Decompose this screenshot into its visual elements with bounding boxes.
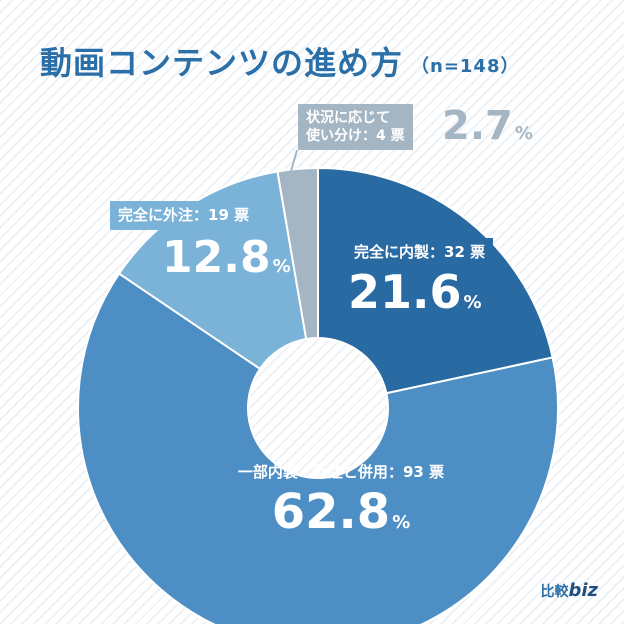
slice-label-mixed: 一部内製・外注と併用：93 票 62.8% bbox=[210, 462, 472, 536]
slice-percent-inhouse-value: 21.6 bbox=[348, 264, 462, 319]
chart-title: 動画コンテンツの進め方 （n=148） bbox=[40, 38, 520, 84]
pie-slice-outsource bbox=[117, 170, 308, 371]
slice-percent-outsource: 12.8% bbox=[162, 235, 291, 280]
pie-slice-inhouse bbox=[317, 166, 554, 395]
slice-label-inhouse-count-unit: 票 bbox=[470, 243, 486, 261]
slice-label-case-by-case-line2: 使い分け bbox=[306, 128, 362, 145]
slice-label-case-by-case-box: 状況に応じて 使い分け：4 票 bbox=[298, 104, 413, 151]
slice-label-case-by-case-line1: 状況に応じて bbox=[306, 110, 390, 126]
slice-label-mixed-count-unit: 票 bbox=[429, 463, 445, 481]
brand-logo: 比較biz bbox=[540, 582, 598, 600]
slice-percent-inhouse: 21.6% bbox=[348, 269, 493, 315]
slice-label-inhouse: 完全に内製：32 票 21.6% bbox=[346, 238, 494, 315]
slice-percent-case-by-case-text: 2.7% bbox=[442, 106, 533, 146]
slice-label-mixed-count: 93 bbox=[402, 463, 424, 481]
slice-percent-mixed-unit: % bbox=[392, 511, 411, 533]
slice-label-outsource-count-unit: 票 bbox=[234, 206, 250, 224]
chart-title-text: 動画コンテンツの進め方 bbox=[40, 44, 404, 82]
leader-line-case-by-case bbox=[287, 149, 298, 183]
slice-percent-inhouse-unit: % bbox=[463, 291, 482, 313]
slice-label-mixed-text: 一部内製・外注と併用 bbox=[237, 463, 388, 481]
slice-label-case-by-case-count-unit: 票 bbox=[390, 128, 405, 145]
chart-subtitle: （n=148） bbox=[411, 56, 520, 77]
slice-label-inhouse-count: 32 bbox=[444, 243, 465, 261]
slice-percent-mixed-value: 62.8 bbox=[271, 483, 391, 540]
slice-label-case-by-case-count: 4 bbox=[376, 128, 386, 145]
slice-label-outsource-text: 完全に外注 bbox=[118, 206, 194, 224]
slice-percent-case-by-case-unit: % bbox=[514, 123, 533, 144]
slice-percent-outsource-value: 12.8 bbox=[162, 231, 271, 283]
brand-name: biz bbox=[568, 580, 598, 601]
slice-percent-case-by-case: 2.7% bbox=[442, 106, 533, 146]
slice-label-outsource-box: 完全に外注：19 票 bbox=[110, 201, 258, 230]
slice-percent-case-by-case-value: 2.7 bbox=[442, 103, 513, 149]
slice-percent-outsource-unit: % bbox=[272, 255, 291, 277]
slice-percent-mixed: 62.8% bbox=[210, 488, 472, 536]
slice-label-mixed-box: 一部内製・外注と併用：93 票 bbox=[237, 463, 445, 481]
brand-prefix: 比較 bbox=[540, 584, 569, 600]
slice-label-inhouse-text: 完全に内製 bbox=[354, 243, 430, 261]
slice-label-outsource-count: 19 bbox=[208, 206, 229, 224]
slice-label-inhouse-box: 完全に内製：32 票 bbox=[346, 238, 494, 267]
pie-slice-mixed bbox=[77, 272, 559, 624]
slice-label-outsource: 完全に外注：19 票 12.8% bbox=[110, 201, 291, 280]
slice-label-case-by-case: 状況に応じて 使い分け：4 票 bbox=[298, 104, 413, 151]
